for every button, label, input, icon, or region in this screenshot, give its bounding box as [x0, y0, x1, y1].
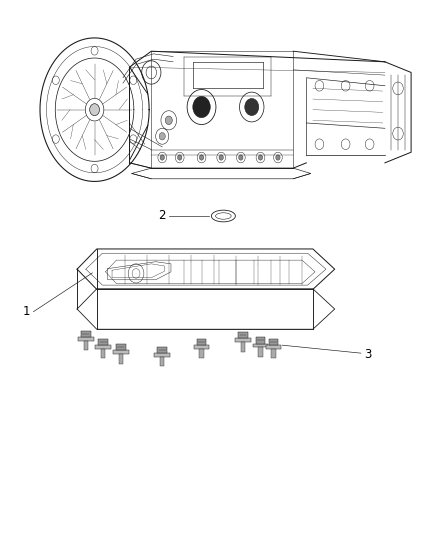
Circle shape	[177, 155, 182, 160]
Bar	[81, 331, 91, 337]
Bar	[241, 342, 245, 352]
Circle shape	[160, 155, 164, 160]
Bar	[154, 353, 170, 357]
Bar	[78, 337, 94, 341]
Circle shape	[239, 155, 243, 160]
Bar	[84, 341, 88, 351]
Bar	[194, 345, 209, 349]
Circle shape	[165, 116, 172, 125]
Bar	[269, 339, 279, 345]
Circle shape	[219, 155, 223, 160]
Circle shape	[90, 104, 99, 116]
Text: 3: 3	[364, 348, 371, 361]
Bar	[119, 354, 123, 364]
Circle shape	[245, 99, 259, 116]
Circle shape	[193, 96, 210, 118]
Bar	[160, 357, 164, 367]
Circle shape	[258, 155, 263, 160]
Bar	[157, 347, 167, 353]
Bar	[197, 339, 206, 345]
Bar	[238, 332, 248, 338]
Bar	[101, 349, 106, 359]
Bar	[258, 348, 263, 357]
Bar	[99, 339, 108, 345]
Bar	[235, 338, 251, 342]
Text: 2: 2	[159, 209, 166, 222]
Bar	[199, 349, 204, 359]
Bar	[272, 349, 276, 359]
Text: 1: 1	[23, 305, 31, 318]
Bar	[253, 344, 268, 348]
Circle shape	[199, 155, 204, 160]
Circle shape	[159, 133, 165, 140]
Bar	[113, 351, 129, 354]
Bar	[95, 345, 111, 349]
Bar	[116, 344, 126, 351]
Bar	[266, 345, 282, 349]
Circle shape	[276, 155, 280, 160]
Bar	[256, 337, 265, 344]
